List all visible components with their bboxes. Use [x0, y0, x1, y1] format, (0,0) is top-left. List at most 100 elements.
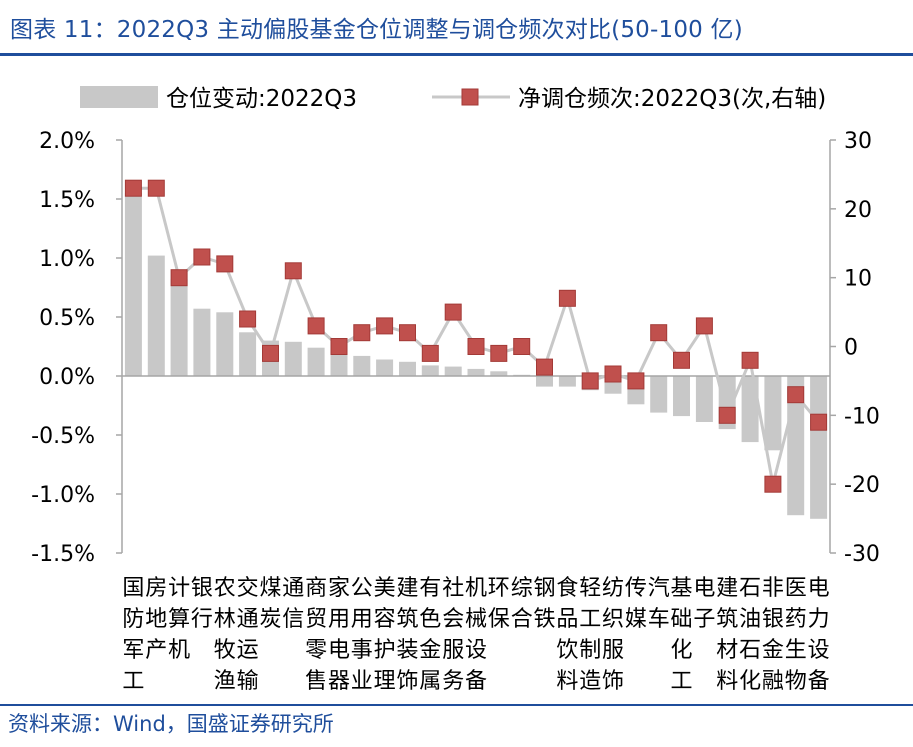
marker-传媒 — [627, 372, 645, 390]
legend-line-label: 净调仓频次:2022Q3(次,右轴) — [518, 86, 826, 112]
category-char: 社 — [442, 576, 464, 601]
category-label-综合: 综合 — [511, 576, 533, 632]
category-char: 商 — [305, 576, 327, 601]
marker-非银金融 — [764, 475, 782, 493]
bar-国防军工 — [124, 193, 142, 376]
bar-房地产 — [147, 255, 165, 376]
category-char: 信 — [282, 607, 304, 632]
category-char: 材 — [716, 638, 738, 663]
category-char: 药 — [785, 607, 807, 632]
category-char: 国 — [122, 576, 144, 601]
category-char: 林 — [214, 607, 236, 632]
category-char: 工 — [122, 669, 144, 694]
right-tick-label: 30 — [844, 129, 872, 154]
marker-计算机 — [170, 269, 188, 287]
category-char: 防 — [122, 607, 144, 632]
bar-环保 — [490, 371, 508, 376]
category-char: 子 — [693, 607, 715, 632]
category-char: 装 — [396, 638, 418, 663]
category-label-通信: 通信 — [282, 576, 304, 632]
left-tick-label: 2.0% — [39, 129, 95, 154]
category-char: 石 — [739, 576, 761, 601]
category-char: 料 — [556, 669, 578, 694]
bar-计算机 — [170, 279, 188, 376]
right-tick-label: 20 — [844, 198, 872, 223]
category-axis: 国防军工房地产计算机银行农林牧渔交通运输煤炭通信商贸零售家用电器公用事业美容护理… — [122, 576, 829, 694]
category-label-煤炭: 煤炭 — [259, 576, 281, 632]
category-label-电子: 电子 — [693, 576, 715, 632]
bar-汽车 — [650, 376, 668, 413]
category-char: 军 — [122, 638, 144, 663]
category-char: 医 — [785, 576, 807, 601]
bar-电子 — [695, 376, 713, 422]
bar-通信 — [284, 341, 302, 376]
category-char: 车 — [648, 607, 670, 632]
category-char: 生 — [785, 638, 807, 663]
marker-交通运输 — [239, 310, 257, 328]
category-label-计算机: 计算机 — [168, 576, 190, 663]
category-char: 通 — [282, 576, 304, 601]
category-char: 料 — [716, 669, 738, 694]
marker-钢铁 — [536, 358, 553, 376]
chart-title: 图表 11：2022Q3 主动偏股基金仓位调整与调仓频次对比(50-100 亿) — [10, 17, 743, 43]
marker-电子 — [695, 317, 713, 335]
bar-农林牧渔 — [216, 312, 234, 376]
marker-商贸零售 — [307, 317, 325, 335]
bar-非银金融 — [764, 376, 782, 451]
bar-机械设备 — [467, 368, 485, 376]
marker-通信 — [284, 262, 302, 280]
bar-银行 — [193, 308, 211, 376]
category-char: 炭 — [259, 607, 281, 632]
title-underline — [0, 53, 913, 56]
marker-国防军工 — [124, 179, 142, 197]
plot-area — [122, 179, 830, 519]
marker-农林牧渔 — [216, 255, 234, 273]
right-tick-label: 0 — [844, 336, 858, 361]
category-char: 化 — [739, 669, 761, 694]
category-char: 金 — [762, 638, 784, 663]
category-char: 建 — [396, 576, 418, 601]
marker-家用电器 — [330, 338, 348, 355]
bar-基础化工 — [673, 376, 690, 417]
category-char: 器 — [328, 669, 350, 694]
category-char: 用 — [328, 607, 350, 632]
category-char: 合 — [511, 607, 533, 632]
category-char: 算 — [168, 607, 190, 632]
marker-电力设备 — [810, 413, 828, 431]
category-char: 有 — [419, 576, 441, 601]
category-char: 钢 — [533, 576, 555, 601]
category-char: 运 — [237, 638, 259, 663]
legend-bar-swatch — [80, 86, 158, 108]
left-tick-label: -1.5% — [31, 542, 95, 567]
category-char: 银 — [762, 607, 784, 632]
category-char: 备 — [465, 669, 487, 694]
marker-基础化工 — [673, 351, 690, 369]
right-axis: 30 20 10 0 -10 -20 -30 — [829, 129, 880, 567]
category-char: 牧 — [214, 638, 236, 663]
category-char: 产 — [145, 638, 167, 663]
category-char: 化 — [670, 638, 692, 663]
marker-公用事业 — [353, 324, 371, 342]
source-divider — [0, 704, 913, 706]
category-char: 电 — [808, 576, 830, 601]
category-char: 工 — [579, 607, 601, 632]
title-bar: 图表 11：2022Q3 主动偏股基金仓位调整与调仓频次对比(50-100 亿) — [0, 0, 913, 56]
right-tick-label: 10 — [844, 267, 872, 292]
category-char: 工 — [670, 669, 692, 694]
category-char: 设 — [465, 638, 487, 663]
frequency-line — [133, 186, 820, 486]
category-char: 筑 — [396, 607, 418, 632]
category-char: 事 — [351, 638, 373, 663]
category-char: 建 — [716, 576, 738, 601]
bar-石油石化 — [741, 376, 759, 443]
